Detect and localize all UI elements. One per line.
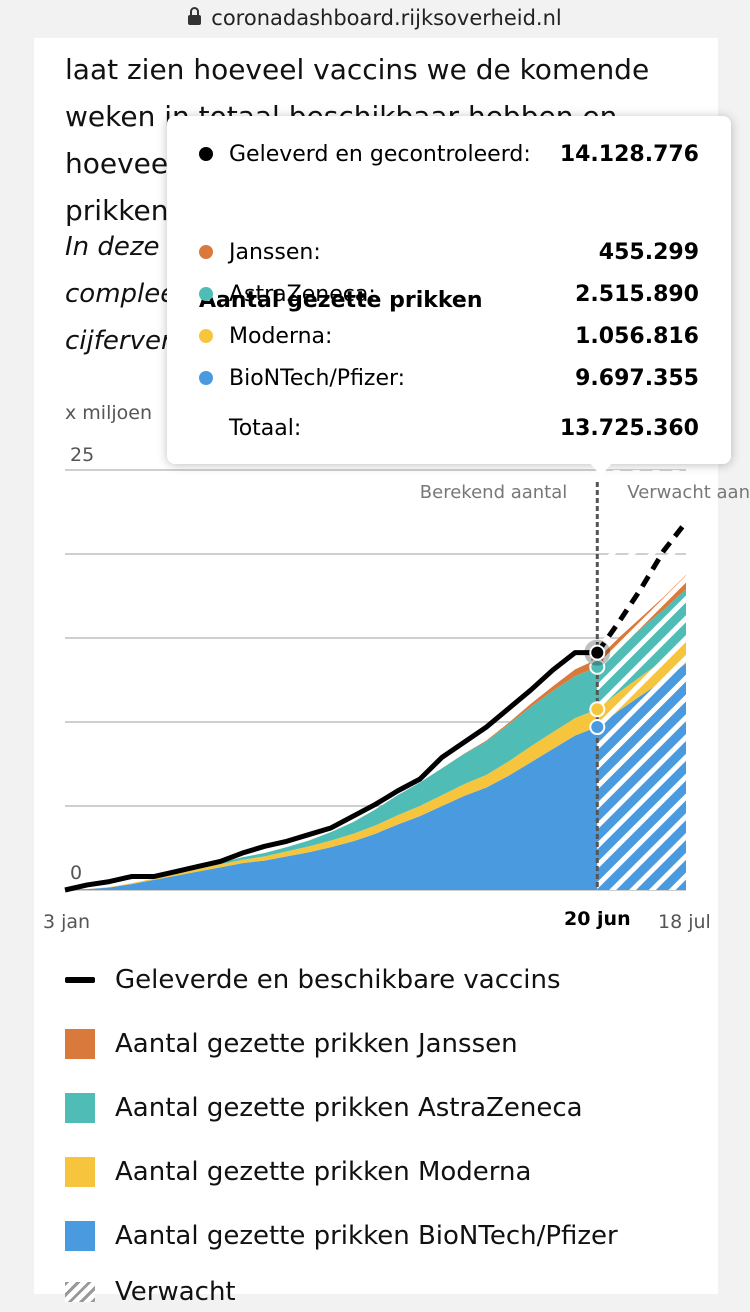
y-axis-unit: x miljoen xyxy=(65,402,152,424)
tooltip-total-row: Totaal: 13.725.360 xyxy=(229,411,699,445)
lock-icon xyxy=(188,7,202,25)
y-tick-label-zero: 0 xyxy=(70,862,82,884)
tooltip-moderna-dot xyxy=(199,329,213,343)
address-bar[interactable]: coronadashboard.rijksoverheid.nl xyxy=(0,0,750,36)
tooltip-total-label: Totaal: xyxy=(229,415,302,441)
hover-dot-biontech-pfizer xyxy=(589,719,606,736)
projection-hatch xyxy=(597,470,686,890)
legend-line-swatch xyxy=(65,977,95,983)
legend-label-pfizer: Aantal gezette prikken BioNTech/Pfizer xyxy=(115,1221,618,1251)
legend-item-expected[interactable]: Verwacht xyxy=(65,1272,236,1312)
tooltip-pfizer-dot xyxy=(199,371,213,385)
hover-dot-moderna xyxy=(589,701,606,718)
note-line-2: compleet xyxy=(65,279,187,309)
tooltip-janssen-value: 455.299 xyxy=(598,239,699,265)
intro-line-3: prikken xyxy=(65,194,169,227)
legend-item-astrazeneca[interactable]: Aantal gezette prikken AstraZeneca xyxy=(65,1088,583,1128)
legend-item-moderna[interactable]: Aantal gezette prikken Moderna xyxy=(65,1152,531,1192)
tooltip-astrazeneca-dot xyxy=(199,287,213,301)
legend-label-delivered: Geleverde en beschikbare vaccins xyxy=(115,965,561,995)
annotation-expected: Verwacht aant xyxy=(627,482,750,503)
tooltip-moderna-label: Moderna: xyxy=(229,323,333,349)
tooltip-janssen-dot xyxy=(199,245,213,259)
tooltip-pfizer-label: BioNTech/Pfizer: xyxy=(229,365,406,391)
tooltip-heading: Aantal gezette prikken xyxy=(199,288,483,313)
tooltip-janssen-label: Janssen: xyxy=(229,239,321,265)
tooltip-delivered-row: Geleverd en gecontroleerd: 14.128.776 xyxy=(199,137,699,171)
tooltip-moderna-value: 1.056.816 xyxy=(575,323,699,349)
y-tick-label-top: 25 xyxy=(70,444,94,466)
tooltip-total-value: 13.725.360 xyxy=(559,415,699,441)
legend-item-janssen[interactable]: Aantal gezette prikken Janssen xyxy=(65,1024,518,1064)
tooltip-pfizer-value: 9.697.355 xyxy=(575,365,699,391)
url-text: coronadashboard.rijksoverheid.nl xyxy=(211,6,562,30)
intro-line-1: laat zien hoeveel vaccins we de komende xyxy=(65,53,650,86)
tooltip-delivered-label: Geleverd en gecontroleerd: xyxy=(229,141,531,167)
chart-tooltip: Geleverd en gecontroleerd: 14.128.776 Aa… xyxy=(167,116,731,476)
delivered-line-projected xyxy=(595,520,688,655)
x-tick-label-current: 20 jun xyxy=(564,908,631,930)
legend-swatch-pfizer xyxy=(65,1221,95,1251)
vaccination-chart[interactable]: 25 0 Berekend aantal Verwacht aant 3 jan 20 j… xyxy=(0,430,750,950)
legend-swatch-janssen xyxy=(65,1029,95,1059)
annotation-calculated: Berekend aantal xyxy=(420,482,567,503)
x-tick-label-end: 18 jul xyxy=(658,911,711,933)
tooltip-row-moderna: Moderna: 1.056.816 xyxy=(199,319,699,353)
tooltip-delivered-value: 14.128.776 xyxy=(559,141,699,167)
tooltip-pointer xyxy=(589,462,613,476)
tooltip-row-pfizer: BioNTech/Pfizer: 9.697.355 xyxy=(199,361,699,395)
legend-label-astrazeneca: Aantal gezette prikken AstraZeneca xyxy=(115,1093,583,1123)
tooltip-row-astrazeneca: AstraZeneca: 2.515.890 xyxy=(199,277,699,311)
hover-dot-delivered xyxy=(589,644,606,661)
tooltip-astrazeneca-value: 2.515.890 xyxy=(575,281,699,307)
tooltip-delivered-dot xyxy=(199,147,213,161)
area-biontech-pfizer xyxy=(65,663,686,890)
delivered-line xyxy=(64,650,598,893)
legend-label-expected: Verwacht xyxy=(115,1277,236,1307)
legend-label-moderna: Aantal gezette prikken Moderna xyxy=(115,1157,532,1187)
legend-swatch-expected xyxy=(65,1282,95,1302)
legend-swatch-moderna xyxy=(65,1157,95,1187)
legend-label-janssen: Aantal gezette prikken Janssen xyxy=(115,1029,518,1059)
tooltip-astrazeneca-label: AstraZeneca: xyxy=(229,281,376,307)
legend-swatch-astrazeneca xyxy=(65,1093,95,1123)
x-tick-label-start: 3 jan xyxy=(43,911,90,933)
legend-item-delivered[interactable]: Geleverde en beschikbare vaccins xyxy=(65,960,561,1000)
legend-item-pfizer[interactable]: Aantal gezette prikken BioNTech/Pfizer xyxy=(65,1216,618,1256)
tooltip-row-janssen: Janssen: 455.299 xyxy=(199,235,699,269)
